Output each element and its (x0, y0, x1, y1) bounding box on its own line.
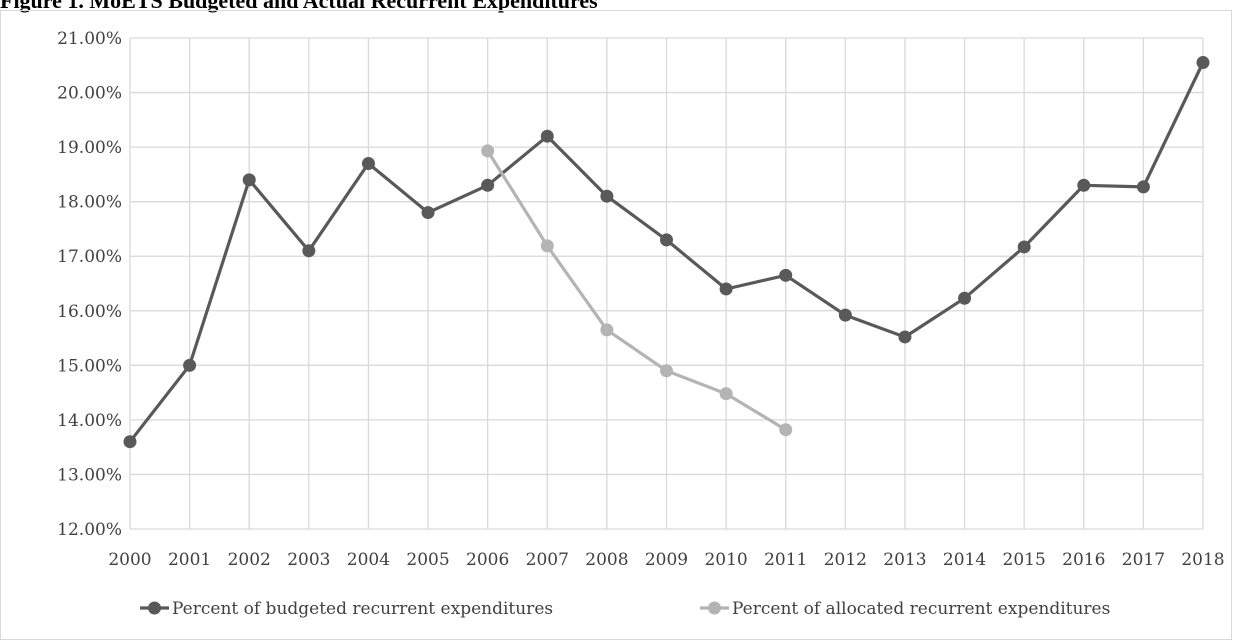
legend-label: Percent of budgeted recurrent expenditur… (172, 599, 553, 619)
x-tick-label: 2005 (406, 550, 449, 570)
data-point (421, 206, 435, 220)
x-tick-label: 2011 (764, 550, 807, 570)
y-tick-label: 12.00% (57, 520, 122, 540)
data-point (540, 129, 554, 143)
x-tick-label: 2000 (108, 550, 151, 570)
series-line-2 (486, 150, 787, 432)
x-tick-label: 2010 (704, 550, 747, 570)
data-point (779, 268, 793, 282)
data-point (838, 308, 852, 322)
x-tick-label: 2002 (228, 550, 271, 570)
data-point (302, 244, 316, 258)
y-tick-label: 20.00% (57, 84, 122, 104)
data-point (600, 323, 614, 337)
data-point (242, 173, 256, 187)
x-tick-label: 2015 (1003, 550, 1046, 570)
chart-frame (0, 10, 1232, 640)
x-tick-label: 2014 (943, 550, 986, 570)
x-tick-label: 2003 (287, 550, 330, 570)
data-point (1077, 178, 1091, 192)
data-point (719, 387, 733, 401)
x-tick-label: 2016 (1062, 550, 1105, 570)
y-tick-label: 13.00% (57, 465, 122, 485)
data-point (719, 282, 733, 296)
y-tick-label: 16.00% (57, 302, 122, 322)
data-point (779, 423, 793, 437)
legend-item-1[interactable]: Percent of budgeted recurrent expenditur… (140, 599, 553, 619)
y-tick-label: 21.00% (57, 29, 122, 49)
x-tick-label: 2004 (347, 550, 390, 570)
legend[interactable]: Percent of budgeted recurrent expenditur… (140, 599, 1110, 619)
y-tick-label: 14.00% (57, 411, 122, 431)
data-point (361, 156, 375, 170)
data-point (1196, 56, 1210, 70)
gridlines (129, 37, 1204, 530)
y-tick-label: 19.00% (57, 138, 122, 158)
figure-title: Figure 1. MoETS Budgeted and Actual Recu… (0, 0, 598, 13)
data-point (660, 364, 673, 378)
data-point (1136, 180, 1150, 194)
y-tick-label: 18.00% (57, 193, 122, 213)
data-point (481, 178, 495, 192)
x-tick-label: 2008 (585, 550, 628, 570)
y-tick-label: 15.00% (57, 356, 122, 376)
x-tick-label: 2001 (168, 550, 211, 570)
x-tick-label: 2006 (466, 550, 509, 570)
data-point (1017, 240, 1031, 254)
x-tick-label: 2012 (824, 550, 867, 570)
x-tick-label: 2013 (883, 550, 926, 570)
y-tick-label: 17.00% (57, 247, 122, 267)
data-point (123, 435, 137, 449)
data-point (898, 330, 912, 344)
data-point (183, 358, 197, 372)
x-tick-label: 2009 (645, 550, 688, 570)
x-tick-label: 2017 (1122, 550, 1165, 570)
data-point (481, 144, 495, 158)
x-tick-label: 2007 (526, 550, 569, 570)
axes: 12.00% 13.00% 14.00% 15.00% 16.00% 17.00% 18.0… (57, 29, 1224, 570)
x-tick-label: 2018 (1181, 550, 1224, 570)
legend-item-2[interactable]: Percent of allocated recurrent expenditu… (700, 599, 1110, 619)
series (123, 56, 1210, 449)
data-point (958, 291, 972, 305)
legend-swatch-marker (148, 601, 161, 615)
legend-label: Percent of allocated recurrent expenditu… (732, 599, 1110, 619)
legend-swatch-marker (708, 601, 721, 615)
data-point (540, 239, 554, 253)
data-point (660, 233, 673, 247)
data-point (600, 189, 614, 203)
